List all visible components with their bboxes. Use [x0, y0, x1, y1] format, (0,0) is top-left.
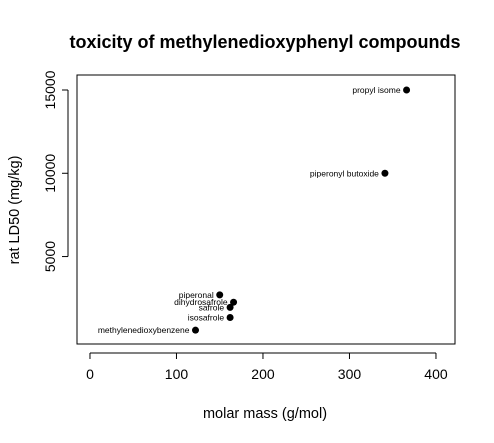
- x-axis: 0 100 200 300 400: [86, 352, 448, 382]
- point-label: piperonal: [179, 290, 214, 300]
- point-label: propyl isome: [352, 85, 400, 95]
- data-point: [403, 86, 411, 94]
- data-point: [226, 314, 234, 322]
- data-point: [192, 326, 200, 334]
- y-axis-title: rat LD50 (mg/kg): [7, 156, 23, 265]
- x-tick-label: 200: [251, 366, 275, 382]
- point-label: methylenedioxybenzene: [98, 325, 190, 335]
- point-label: safrole: [199, 302, 225, 312]
- y-tick-label: 10000: [42, 154, 58, 193]
- x-tick-label: 100: [165, 366, 189, 382]
- chart-title: toxicity of methylenedioxyphenyl compoun…: [69, 32, 460, 52]
- y-axis: 5000 10000 15000: [42, 70, 69, 272]
- data-point: [216, 291, 224, 299]
- x-tick-label: 0: [86, 366, 94, 382]
- data-point: [226, 303, 234, 311]
- data-point: [230, 298, 238, 306]
- x-axis-title: molar mass (g/mol): [203, 406, 327, 422]
- point-label: isosafrole: [188, 313, 225, 323]
- point-label: piperonyl butoxide: [310, 168, 379, 178]
- point-label: dihydrosafrole: [174, 297, 228, 307]
- y-tick-label: 15000: [42, 70, 58, 109]
- data-points: propyl isome piperonyl butoxide piperonald…: [98, 85, 411, 335]
- x-tick-label: 300: [338, 366, 362, 382]
- x-tick-label: 400: [424, 366, 448, 382]
- y-tick-label: 5000: [42, 241, 58, 272]
- data-point: [381, 169, 389, 177]
- plot-frame: [76, 74, 456, 345]
